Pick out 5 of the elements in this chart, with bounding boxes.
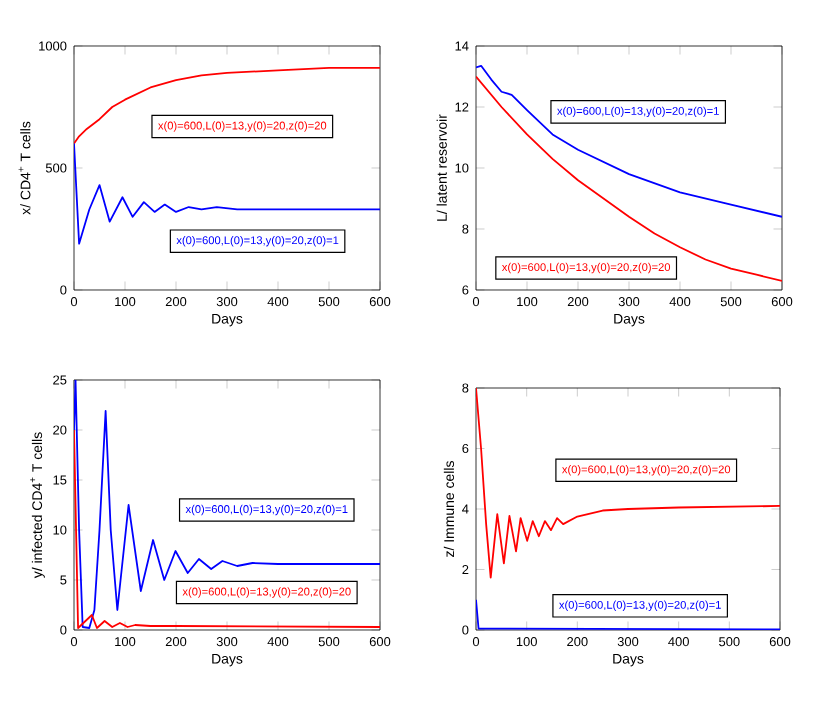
line-series xyxy=(74,429,380,629)
line-series xyxy=(476,64,782,218)
line-series xyxy=(74,67,380,145)
line-series xyxy=(476,388,780,579)
line-series xyxy=(74,380,380,629)
